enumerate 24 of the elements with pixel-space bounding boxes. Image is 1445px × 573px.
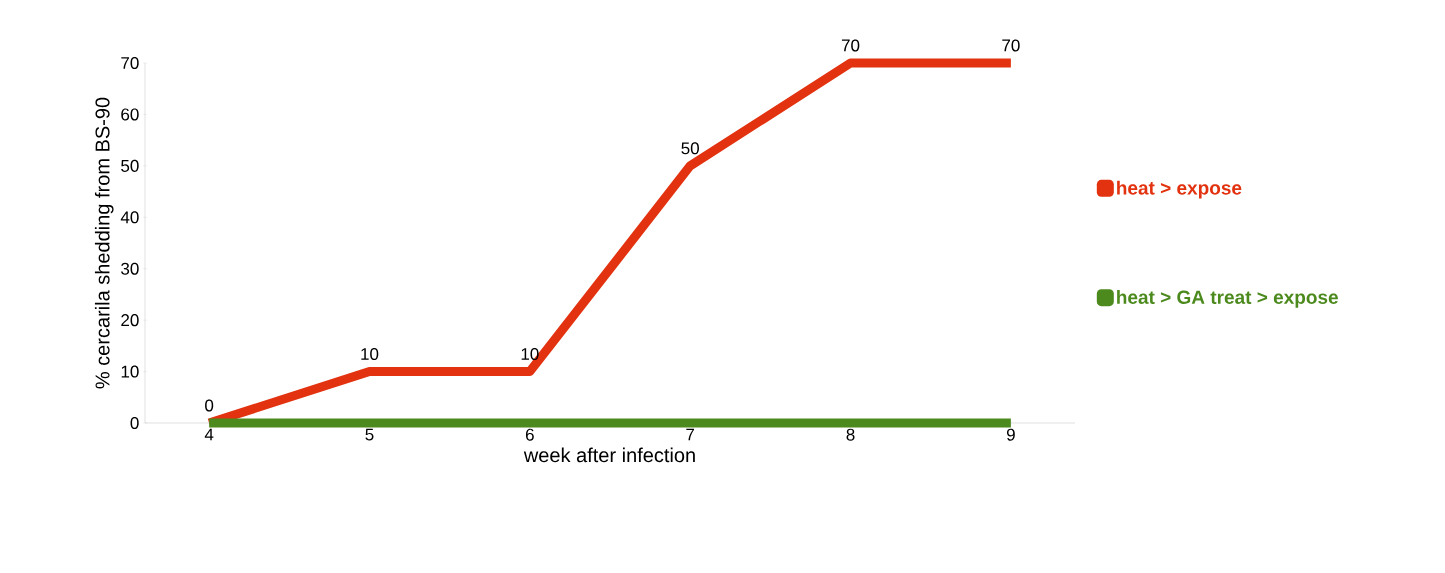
data-label: 0 [205, 399, 214, 412]
x-tick-label: 7 [686, 428, 695, 441]
y-tick-label: 70 [121, 56, 139, 70]
data-label: 50 [681, 142, 699, 155]
legend-label: heat > GA treat > expose [1117, 290, 1338, 308]
legend-label: heat > expose [1117, 180, 1242, 199]
data-label: 10 [521, 348, 539, 361]
x-tick-label: 4 [204, 428, 214, 441]
x-tick-label: 6 [525, 428, 534, 441]
y-tick-label: 30 [121, 262, 139, 275]
x-tick-label: 5 [365, 428, 374, 441]
y-tick-label: 0 [130, 416, 139, 430]
y-tick-label: 20 [121, 314, 139, 327]
y-tick-label: 40 [120, 211, 139, 224]
y-tick-label: 10 [121, 365, 139, 378]
data-label: 70 [841, 39, 860, 52]
x-tick-label: 8 [846, 428, 855, 441]
data-label: 70 [1002, 39, 1020, 52]
x-tick-label: 9 [1006, 428, 1015, 441]
y-axis-title: % cercarila shedding from BS-90 [94, 97, 114, 389]
x-axis-title: week after infection [523, 447, 695, 463]
y-tick-label: 60 [121, 108, 139, 121]
y-tick-label: 50 [121, 159, 139, 172]
data-label: 10 [361, 348, 379, 361]
